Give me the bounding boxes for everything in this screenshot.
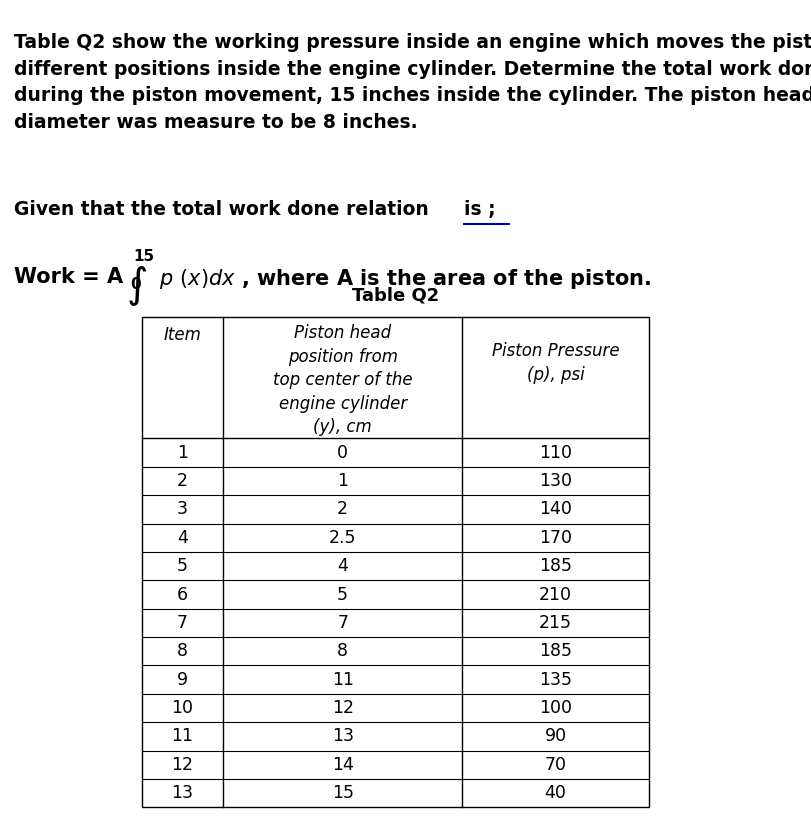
Text: 170: 170 [539,529,572,547]
Text: 70: 70 [544,756,567,774]
Text: Piston head
position from
top center of the
engine cylinder
(y), cm: Piston head position from top center of … [272,324,413,437]
Text: 100: 100 [539,699,572,717]
Text: 4: 4 [177,529,188,547]
Text: 3: 3 [177,500,188,519]
Text: 14: 14 [332,756,354,774]
Text: 8: 8 [177,642,188,660]
Text: 0: 0 [337,443,348,462]
Text: 6: 6 [177,585,188,604]
Text: 11: 11 [332,671,354,689]
Text: 13: 13 [171,784,194,802]
Text: Item: Item [164,326,201,344]
Text: 135: 135 [539,671,572,689]
Text: 2.5: 2.5 [329,529,356,547]
Text: 15: 15 [332,784,354,802]
Text: Given that the total work done relation: Given that the total work done relation [14,200,436,220]
Text: 13: 13 [332,727,354,746]
Text: is ;: is ; [464,200,496,220]
Text: 215: 215 [539,614,572,632]
Text: 185: 185 [539,557,572,575]
Text: Work = A: Work = A [14,267,131,287]
Text: 7: 7 [337,614,348,632]
Text: 0: 0 [131,277,141,292]
Text: 90: 90 [544,727,567,746]
Text: 5: 5 [177,557,188,575]
Text: 5: 5 [337,585,348,604]
Text: 12: 12 [171,756,194,774]
Text: $p$ $(x)dx$ , where A is the area of the piston.: $p$ $(x)dx$ , where A is the area of the… [159,267,651,291]
Text: 1: 1 [177,443,188,462]
Text: 11: 11 [171,727,194,746]
Text: 10: 10 [171,699,194,717]
Bar [142,317,649,807]
Text: 1: 1 [337,472,348,490]
Text: 8: 8 [337,642,348,660]
Text: 12: 12 [332,699,354,717]
Text: 140: 140 [539,500,572,519]
Text: 130: 130 [539,472,572,490]
Text: 4: 4 [337,557,348,575]
Text: Piston Pressure
(p), psi: Piston Pressure (p), psi [491,342,620,384]
Text: 40: 40 [545,784,566,802]
Text: 210: 210 [539,585,572,604]
Text: 15: 15 [133,249,154,264]
Text: $\int$: $\int$ [127,263,148,308]
Text: 9: 9 [177,671,188,689]
Text: Table Q2 show the working pressure inside an engine which moves the piston at
di: Table Q2 show the working pressure insid… [14,33,811,132]
Text: Table Q2: Table Q2 [352,286,439,305]
Text: 2: 2 [337,500,348,519]
Text: 185: 185 [539,642,572,660]
Text: 110: 110 [539,443,572,462]
Text: 2: 2 [177,472,188,490]
Text: 7: 7 [177,614,188,632]
